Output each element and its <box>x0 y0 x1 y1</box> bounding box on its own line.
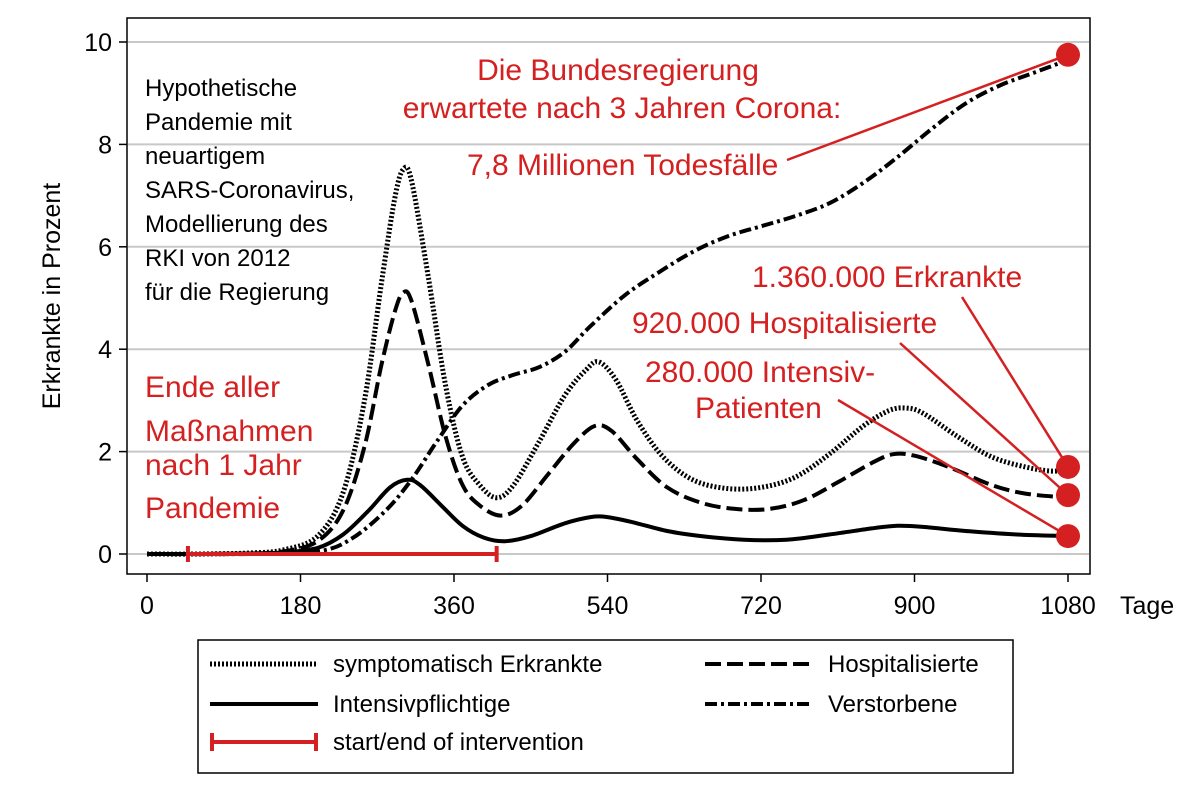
annotation-line: Maßnahmen <box>145 415 313 448</box>
legend-label-intervention: start/end of intervention <box>333 729 584 756</box>
x-axis-unit-label: Tage <box>1120 592 1174 620</box>
icu-annotation: 280.000 Intensiv- Patienten <box>645 356 875 425</box>
hospitalized-annotation: 920.000 Hospitalisierte <box>632 307 937 340</box>
marker-point <box>1056 42 1080 67</box>
deaths-annotation: 7,8 Millionen Todesfälle <box>467 149 778 182</box>
annotation-line: für die Regierung <box>145 279 329 306</box>
series-line-symptomatisch-erkrankte <box>146 164 1069 557</box>
hypothetical-annotation: Hypothetische Pandemie mit neuartigem SA… <box>145 75 354 306</box>
sick-annotation: 1.360.000 Erkrankte <box>752 261 1022 294</box>
intervention <box>185 546 499 562</box>
series-line-hospitalisierte <box>146 289 1069 557</box>
annotation-line: Pandemie <box>145 492 280 525</box>
series <box>146 58 1069 557</box>
legend-box <box>197 639 1014 774</box>
legend: symptomatisch Erkrankte Hospitalisierte In… <box>197 639 1014 774</box>
y-tick-label: 0 <box>98 541 112 569</box>
x-tick-label: 180 <box>280 592 322 620</box>
y-tick-label: 2 <box>98 439 112 467</box>
x-tick-label: 540 <box>587 592 629 620</box>
y-axis-label: Erkrankte in Prozent <box>38 183 66 410</box>
x-tick-label: 1080 <box>1040 592 1096 620</box>
series-line-verstorbene <box>146 58 1069 557</box>
end-measures-annotation: Ende aller Maßnahmen nach 1 Jahr Pandemi… <box>145 371 313 525</box>
series-line-intensivpflichtige <box>146 477 1069 557</box>
government-annotation: Die Bundesregierung erwartete nach 3 Jah… <box>403 54 842 182</box>
annotation-line: SARS-Coronavirus, <box>145 177 354 204</box>
y-tick-label: 4 <box>98 336 112 364</box>
x-axis: 0 180 360 540 720 900 1080 <box>140 574 1096 620</box>
annotation-line: Patienten <box>695 392 822 425</box>
annotation-line: Pandemie mit <box>145 109 292 136</box>
annotation-line: 280.000 Intensiv- <box>645 356 875 389</box>
legend-label-verstorbene: Verstorbene <box>828 691 957 718</box>
annotation-line: Modellierung des <box>145 211 328 238</box>
y-tick-label: 6 <box>98 234 112 262</box>
marker-point <box>1056 524 1080 549</box>
annotation-line: neuartigem <box>145 143 265 170</box>
legend-label-hospitalisierte: Hospitalisierte <box>828 651 979 678</box>
leader-line <box>899 342 1069 497</box>
leader-line <box>786 53 1069 162</box>
marker-point <box>1056 483 1080 508</box>
plot-area <box>126 17 1091 575</box>
annotation-line: Ende aller <box>145 371 280 404</box>
annotation-line: erwartete nach 3 Jahren Corona: <box>403 92 842 125</box>
x-tick-label: 0 <box>140 592 154 620</box>
annotation-line: RKI von 2012 <box>145 245 290 272</box>
legend-label-intensivpflichtige: Intensivpflichtige <box>333 691 510 718</box>
x-tick-label: 900 <box>894 592 936 620</box>
x-tick-label: 360 <box>433 592 475 620</box>
leader-lines <box>786 53 1070 538</box>
annotation-line: Hypothetische <box>145 75 297 102</box>
marker-point <box>1056 454 1080 479</box>
annotation-line: Die Bundesregierung <box>477 54 759 87</box>
x-tick-label: 720 <box>740 592 782 620</box>
annotation-line: nach 1 Jahr <box>145 449 302 482</box>
legend-label-symptomatisch-erkrankte: symptomatisch Erkrankte <box>333 651 602 678</box>
y-tick-label: 10 <box>84 29 112 57</box>
y-tick-label: 8 <box>98 131 112 159</box>
y-axis: 0 2 4 6 8 10 <box>84 29 127 569</box>
markers <box>1056 42 1080 549</box>
leader-line <box>837 398 1069 538</box>
leader-line <box>960 296 1070 468</box>
